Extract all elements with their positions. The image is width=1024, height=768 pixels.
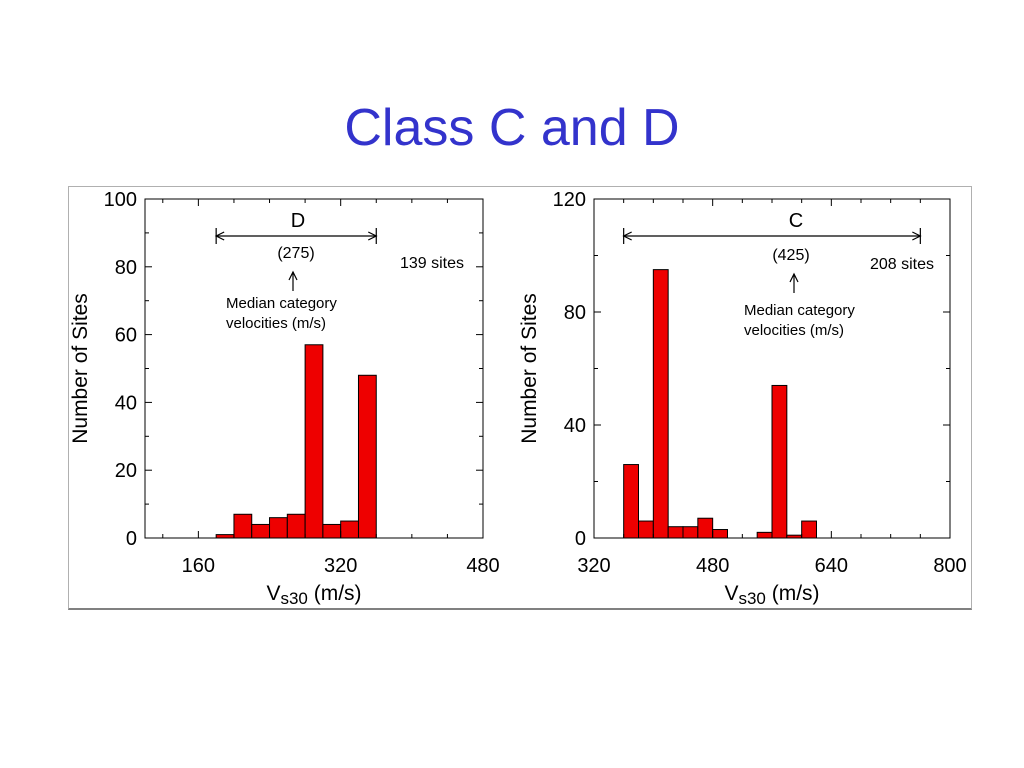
histogram-bar <box>697 517 714 539</box>
x-tick-label: 320 <box>324 555 357 577</box>
site-count-label: 208 sites <box>870 256 934 273</box>
chart-2: 0 40 80 120 320 480 640 800 Number of Sites Vs30 … <box>518 189 967 608</box>
y-tick-label: 40 <box>564 415 586 437</box>
histogram-bar <box>682 526 699 539</box>
histogram-bar <box>340 520 359 539</box>
x-tick-label: 480 <box>696 555 729 577</box>
histogram-bar <box>251 523 271 539</box>
histogram-bar <box>233 513 253 539</box>
y-tick-label: 80 <box>564 302 586 324</box>
y-tick-label: 100 <box>104 189 137 211</box>
y-tick-label: 0 <box>126 528 137 550</box>
histogram-bar <box>638 520 654 539</box>
histogram-bar <box>667 526 684 539</box>
range-label: C <box>789 210 803 232</box>
y-axis-label: Number of Sites <box>518 293 541 444</box>
range-arrowhead-left <box>214 231 225 241</box>
y-tick-label: 40 <box>115 392 137 414</box>
range-arrowhead-right <box>912 231 922 241</box>
median-arrowhead <box>288 270 298 281</box>
median-note-line2: velocities (m/s) <box>744 322 844 339</box>
median-arrowhead <box>789 272 799 283</box>
histogram-bar <box>322 523 342 539</box>
histogram-bar <box>269 517 288 539</box>
median-note-line1: Median category <box>744 302 855 319</box>
slide-title: Class C and D <box>344 99 680 157</box>
chart-1: 0 20 40 60 80 100 160 320 480 Number of Sites Vs30… <box>69 189 500 608</box>
histogram-bar <box>712 529 729 539</box>
range-arrowhead-left <box>622 231 632 241</box>
y-tick-label: 120 <box>553 189 586 211</box>
median-label: (425) <box>772 247 809 264</box>
y-tick-label: 60 <box>115 325 137 347</box>
x-axis-label: Vs30 (m/s) <box>724 582 819 608</box>
median-label: (275) <box>277 245 314 262</box>
range-arrowhead-right <box>367 231 378 241</box>
histogram-bar <box>304 344 324 539</box>
histogram-bar <box>771 384 788 539</box>
x-axis-label: Vs30 (m/s) <box>266 582 361 608</box>
x-tick-label: 480 <box>466 555 499 577</box>
range-label: D <box>291 210 305 232</box>
median-note-line2: velocities (m/s) <box>226 315 326 332</box>
median-note-line1: Median category <box>226 295 337 312</box>
histogram-bar <box>286 513 306 539</box>
histogram-bar <box>756 531 773 539</box>
y-tick-label: 20 <box>115 460 137 482</box>
histogram-bar <box>652 269 669 539</box>
x-tick-label: 800 <box>933 555 966 577</box>
site-count-label: 139 sites <box>400 255 464 272</box>
histogram-bar <box>801 520 818 539</box>
histogram-bar <box>215 534 235 539</box>
figure-frame <box>68 186 972 610</box>
y-tick-label: 80 <box>115 257 137 279</box>
histogram-bar <box>623 464 640 539</box>
x-tick-label: 640 <box>815 555 848 577</box>
histogram-bar <box>357 374 377 539</box>
x-tick-label: 160 <box>182 555 215 577</box>
y-axis-label: Number of Sites <box>69 293 92 444</box>
y-tick-label: 0 <box>575 528 586 550</box>
x-tick-label: 320 <box>577 555 610 577</box>
